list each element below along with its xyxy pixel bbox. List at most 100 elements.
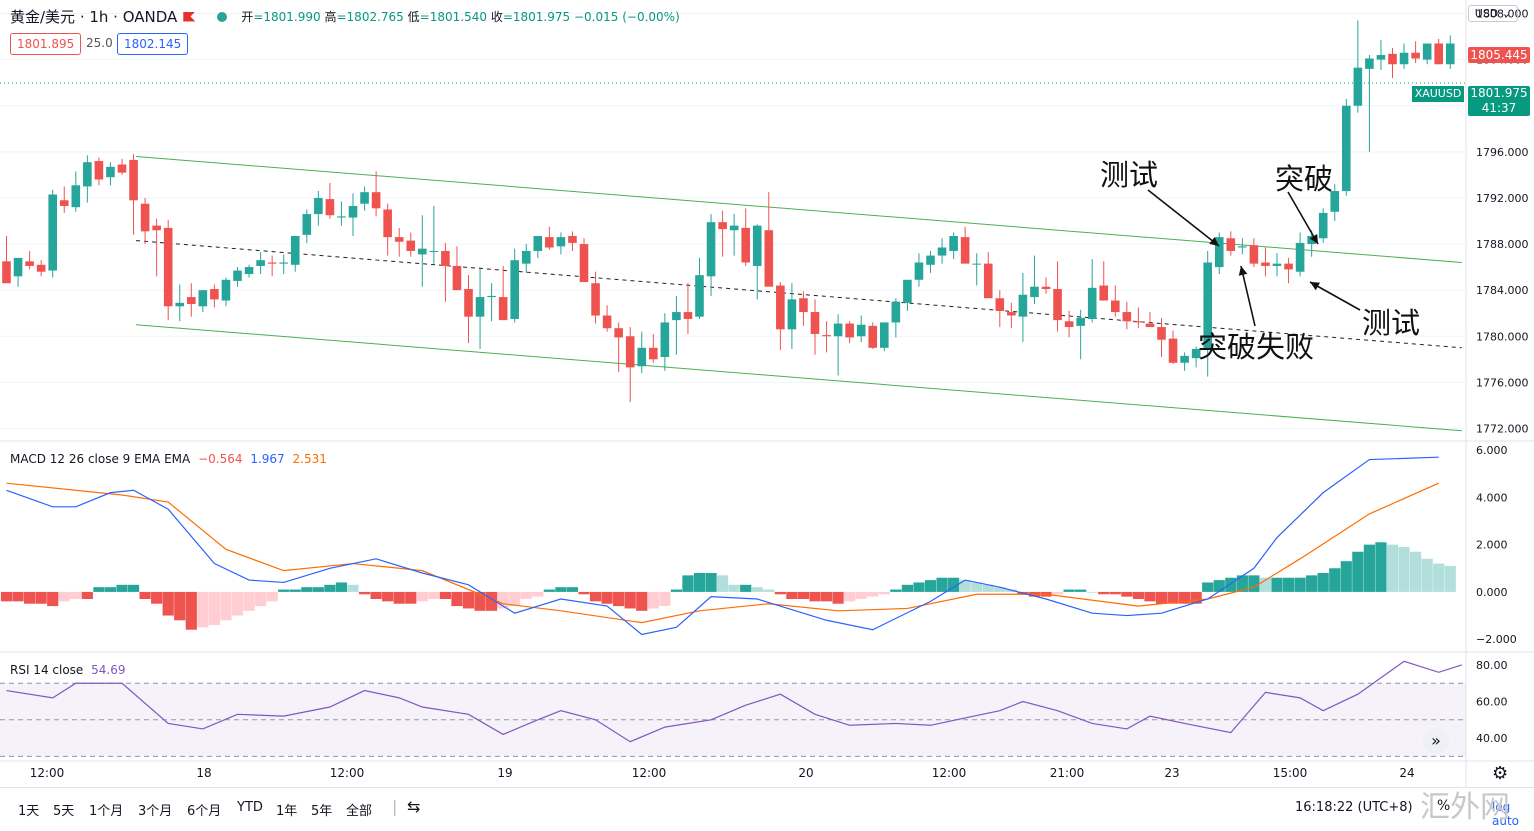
- macd-hist-bar: [786, 591, 798, 599]
- macd-hist-bar: [231, 591, 244, 616]
- range-1m[interactable]: 1个月: [89, 804, 124, 819]
- flag-icon[interactable]: [183, 11, 196, 22]
- macd-hist-bar: [1410, 551, 1422, 592]
- macd-hist-bar: [1363, 544, 1375, 592]
- arrow-breakout-head: [1309, 234, 1318, 244]
- macd-hist-bar: [174, 591, 186, 621]
- macd-hist-bar: [647, 591, 659, 609]
- candle-body: [1261, 262, 1270, 266]
- gear-icon[interactable]: ⚙: [1492, 763, 1509, 784]
- candle-body: [337, 216, 346, 218]
- arrow-breakout: [1287, 191, 1319, 245]
- time-tick-label: 24: [1399, 766, 1414, 780]
- macd-hist-bar: [151, 591, 163, 604]
- macd-hist-bar: [1329, 568, 1341, 592]
- candle-body: [1157, 327, 1166, 340]
- macd-hist-bar: [1109, 591, 1121, 595]
- percent-toggle[interactable]: %: [1437, 798, 1451, 814]
- candle-body: [2, 261, 11, 284]
- range-1d[interactable]: 1天: [18, 804, 40, 819]
- macd-hist-bar: [324, 584, 336, 592]
- macd-hist-bar: [416, 591, 428, 602]
- macd-hist-bar: [1202, 582, 1214, 592]
- macd-legend[interactable]: MACD 12 26 close 9 EMA EMA −0.564 1.967 …: [10, 452, 327, 466]
- macd-hist-bar: [1086, 591, 1098, 593]
- macd-hist-bar: [335, 582, 348, 592]
- macd-hist-bar: [370, 591, 382, 599]
- rsi-legend[interactable]: RSI 14 close 54.69: [10, 663, 126, 677]
- macd-hist-bar: [1121, 591, 1133, 597]
- candle-body: [718, 222, 727, 230]
- candle-body: [441, 250, 450, 266]
- candle-body: [475, 297, 485, 317]
- macd-hist-bar: [1075, 589, 1087, 592]
- symbol-title[interactable]: 黄金/美元 · 1h · OANDA: [10, 8, 178, 26]
- buy-price-button[interactable]: 1802.145: [117, 33, 189, 55]
- macd-hist-bar: [497, 591, 509, 609]
- candle-body: [752, 225, 762, 266]
- candle-body: [1318, 212, 1328, 239]
- candle-body: [175, 302, 185, 307]
- macd-hist-bar: [763, 589, 775, 592]
- macd-hist-bar: [1444, 565, 1456, 592]
- candle-body: [972, 263, 981, 265]
- clock[interactable]: 16:18:22 (UTC+8): [1295, 800, 1413, 815]
- candle-body: [1249, 245, 1259, 264]
- macd-hist-bar: [809, 591, 821, 602]
- macd-hist-bar: [959, 580, 971, 592]
- candle-body: [533, 235, 543, 251]
- sell-price-button[interactable]: 1801.895: [10, 33, 82, 55]
- candle-body: [163, 227, 173, 307]
- candle-body: [556, 237, 566, 247]
- range-5y[interactable]: 5年: [311, 804, 333, 819]
- macd-hist-bar: [1098, 591, 1110, 595]
- macd-hist-bar: [924, 580, 937, 592]
- candle-body: [1353, 67, 1363, 106]
- candle-body: [210, 289, 219, 300]
- range-ytd[interactable]: YTD: [237, 800, 263, 815]
- macd-hist-bar: [185, 591, 197, 630]
- candle-body: [660, 322, 670, 358]
- candle-body: [1365, 58, 1374, 69]
- candle-body: [1030, 286, 1039, 298]
- scroll-to-realtime-button[interactable]: »: [1423, 728, 1449, 754]
- candle-body: [152, 225, 161, 231]
- channel-lower-line: [136, 324, 1462, 432]
- goto-date-icon[interactable]: ⇆: [407, 797, 421, 816]
- macd-hist-bar: [1132, 591, 1144, 599]
- range-3m[interactable]: 3个月: [138, 804, 173, 819]
- macd-tick-label: 6.000: [1476, 444, 1508, 457]
- range-6m[interactable]: 6个月: [187, 804, 222, 819]
- macd-hist-bar: [104, 587, 117, 592]
- candle-body: [764, 230, 774, 287]
- time-tick-label: 18: [196, 766, 211, 780]
- high-price-label: 1805.445: [1468, 47, 1530, 63]
- log-auto-toggle[interactable]: log auto: [1492, 800, 1520, 828]
- rsi-line: [6, 660, 1462, 743]
- macd-hist-bar: [1259, 577, 1272, 592]
- range-5d[interactable]: 5天: [53, 804, 75, 819]
- macd-hist-bar: [901, 584, 913, 592]
- macd-hist-bar: [474, 591, 486, 611]
- macd-hist-bar: [255, 591, 267, 607]
- candle-body: [221, 279, 231, 301]
- macd-signal-value: 2.531: [292, 452, 327, 466]
- rsi-tick-label: 60.00: [1476, 696, 1508, 709]
- candle-body: [1145, 323, 1155, 328]
- candle-body: [1307, 235, 1316, 245]
- time-tick-label: 23: [1164, 766, 1179, 780]
- candle-body: [83, 162, 92, 187]
- macd-tick-label: −2.000: [1476, 633, 1517, 646]
- macd-hist-bar: [589, 591, 602, 602]
- macd-hist-bar: [613, 591, 625, 607]
- macd-hist-bar: [566, 587, 579, 592]
- macd-hist-bar: [1051, 591, 1064, 595]
- macd-hist-bar: [139, 591, 151, 599]
- time-tick-label: 19: [497, 766, 512, 780]
- macd-hist-bar: [1433, 563, 1445, 592]
- range-1y[interactable]: 1年: [276, 804, 298, 819]
- range-all[interactable]: 全部: [346, 804, 373, 819]
- currency-select[interactable]: USD ⌄: [1467, 5, 1518, 22]
- macd-hist-bar: [1398, 547, 1410, 592]
